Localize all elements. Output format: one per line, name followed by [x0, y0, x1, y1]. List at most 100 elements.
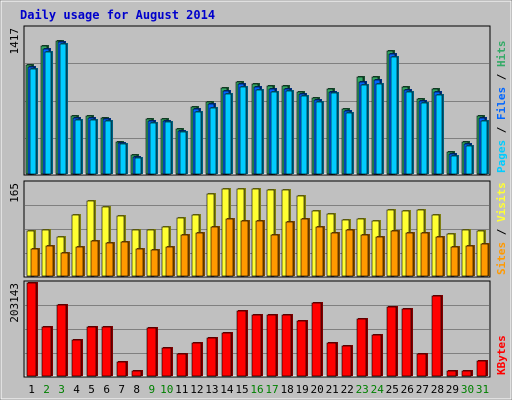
day-label-21: 21	[326, 383, 339, 396]
sites-bar-day-16	[255, 220, 264, 277]
kbytes-bar-day-6	[101, 326, 112, 377]
day-label-25: 25	[386, 383, 399, 396]
sites-bar-day-29	[450, 246, 459, 277]
pages-bar-day-22	[345, 112, 353, 175]
day-label-22: 22	[341, 383, 354, 396]
pages-bar-day-28	[435, 94, 443, 175]
kbytes-bar-day-7	[116, 361, 127, 377]
kbytes-bar-day-15	[236, 310, 247, 377]
pages-bar-day-4	[74, 119, 82, 175]
sites-bar-day-20	[315, 226, 324, 277]
pages-bar-day-21	[330, 92, 338, 175]
sites-bar-day-7	[120, 241, 129, 277]
pages-bar-day-20	[315, 101, 323, 175]
sites-bar-day-17	[270, 234, 279, 277]
kbytes-bar-day-22	[341, 345, 352, 377]
sites-bar-day-15	[240, 220, 249, 277]
sites-bar-day-26	[405, 232, 414, 277]
day-axis-labels: 1 2 3 4 5 6 7 8 9 10 11 12 13 14 15 16 17 18 19 20 21 22 23 24 2…	[28, 383, 489, 396]
pages-bar-day-16	[255, 89, 263, 175]
day-label-18: 18	[280, 383, 293, 396]
day-label-1: 1	[28, 383, 35, 396]
kbytes-bar-day-1	[26, 282, 37, 377]
panel-requests-ymax-label: 1417	[8, 28, 21, 55]
sites-bar-day-19	[300, 218, 309, 277]
panel-visitors-legend: Sites / Visits	[495, 182, 508, 275]
sites-bar-day-28	[435, 236, 444, 277]
pages-bar-day-27	[420, 102, 428, 175]
pages-bar-day-9	[149, 122, 157, 175]
kbytes-bar-day-3	[56, 304, 67, 377]
sites-bar-day-22	[345, 229, 354, 277]
visits-bar-day-17	[266, 189, 275, 277]
pages-bar-day-12	[194, 111, 202, 175]
legend-visits: Visits	[495, 182, 508, 222]
pages-bar-day-7	[119, 143, 127, 175]
sites-bar-day-13	[210, 226, 219, 277]
sites-bar-day-3	[60, 252, 69, 277]
day-label-4: 4	[73, 383, 80, 396]
legend-separator: /	[495, 67, 508, 87]
sites-bar-day-5	[90, 240, 99, 277]
day-label-17: 17	[265, 383, 278, 396]
pages-bar-day-25	[390, 56, 398, 175]
kbytes-bar-day-21	[326, 342, 337, 377]
sites-bar-day-27	[420, 232, 429, 277]
legend-separator: /	[495, 222, 508, 242]
kbytes-bar-day-5	[86, 326, 97, 377]
kbytes-bar-day-17	[266, 314, 277, 377]
pages-bar-day-1	[29, 68, 37, 175]
kbytes-bar-day-27	[416, 353, 427, 377]
sites-bar-day-30	[465, 245, 474, 277]
chart-panels: 1417 Pages / Files / Hits 165 Sites / Visit…	[8, 25, 508, 378]
sites-bar-day-14	[225, 218, 234, 277]
pages-bar-day-14	[224, 93, 232, 175]
sites-bar-day-23	[360, 234, 369, 277]
kbytes-bar-day-10	[161, 347, 172, 377]
day-label-9: 9	[148, 383, 155, 396]
pages-bar-day-10	[164, 121, 172, 175]
kbytes-bar-day-12	[191, 342, 202, 377]
day-label-5: 5	[88, 383, 95, 396]
legend-separator: /	[495, 120, 508, 140]
legend-sites: Sites	[495, 242, 508, 275]
kbytes-bar-day-25	[386, 306, 397, 377]
kbytes-bar-day-11	[176, 353, 187, 377]
visits-bar-day-5	[86, 200, 95, 277]
panel-kbytes-ymax-label: 203143	[8, 283, 21, 323]
legend-pages: Pages	[495, 140, 508, 173]
legend-files: Files	[495, 87, 508, 120]
panel-kbytes-legend: KBytes	[495, 335, 508, 375]
legend-kbytes: KBytes	[495, 335, 508, 375]
pages-bar-day-30	[465, 145, 473, 175]
day-label-6: 6	[103, 383, 110, 396]
panel-visitors: 165 Sites / Visits	[8, 180, 508, 278]
panel-requests-legend: Pages / Files / Hits	[495, 41, 508, 174]
day-label-2: 2	[43, 383, 50, 396]
day-label-28: 28	[431, 383, 444, 396]
legend-hits: Hits	[495, 41, 508, 68]
panel-visitors-ymax-label: 165	[8, 183, 21, 203]
pages-bar-day-8	[134, 157, 142, 175]
pages-bar-day-15	[239, 86, 247, 175]
pages-bar-day-19	[300, 95, 308, 175]
kbytes-bar-day-31	[476, 360, 487, 377]
pages-bar-day-6	[104, 120, 112, 175]
pages-bar-day-31	[480, 120, 488, 175]
pages-bar-day-11	[179, 131, 187, 175]
sites-bar-day-12	[195, 232, 204, 277]
kbytes-bar-day-30	[461, 370, 472, 377]
day-label-31: 31	[476, 383, 489, 396]
pages-bar-day-5	[89, 119, 97, 175]
sites-bar-day-8	[135, 248, 144, 277]
day-label-20: 20	[310, 383, 323, 396]
chart-title: Daily usage for August 2014	[20, 8, 215, 22]
kbytes-bar-day-29	[446, 370, 457, 377]
kbytes-bar-day-9	[146, 327, 157, 377]
sites-bar-day-11	[180, 234, 189, 277]
day-label-14: 14	[220, 383, 234, 396]
sites-bar-day-21	[330, 232, 339, 277]
pages-bar-day-26	[405, 91, 413, 175]
